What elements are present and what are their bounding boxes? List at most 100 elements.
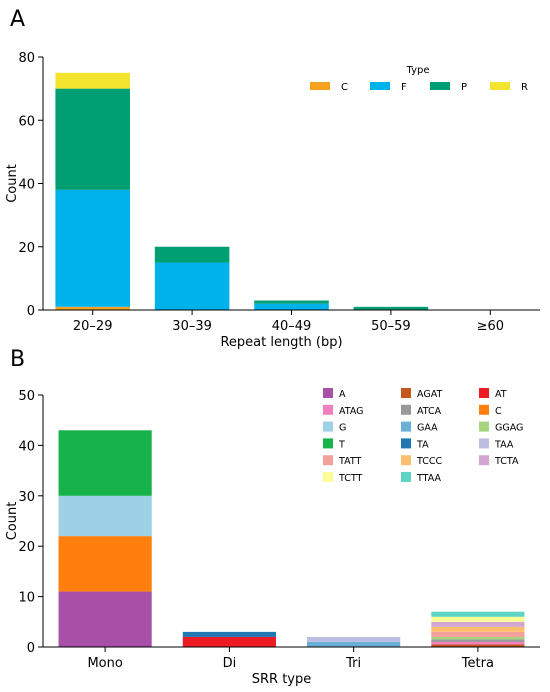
y-axis-title: Count (5, 502, 20, 541)
legend-swatch-AGAT (401, 388, 411, 398)
x-tick-label: Tri (345, 656, 361, 671)
panel-label: B (10, 347, 25, 372)
legend-label-C: C (341, 82, 348, 93)
legend-swatch-C (479, 404, 489, 415)
legend-label-ATCA: ATCA (417, 406, 442, 417)
legend-swatch-TA (401, 438, 411, 449)
x-axis-title: SRR type (252, 672, 312, 687)
legend-swatch-TCCC (401, 455, 411, 466)
x-axis-title: Repeat length (bp) (220, 335, 342, 350)
bar-Tetra-AGAT (431, 644, 525, 647)
bar-Di-AT (182, 636, 276, 647)
x-tick-label: Tetra (461, 656, 494, 671)
legend-swatch-AT (479, 388, 489, 398)
bar-40–49-P (254, 300, 329, 304)
legend-label-G: G (339, 423, 346, 434)
legend-label-AT: AT (495, 389, 507, 400)
legend-swatch-TAA (479, 438, 489, 449)
y-tick-label: 80 (18, 51, 35, 66)
bar-40–49-F (254, 303, 329, 310)
y-tick-label: 0 (27, 304, 35, 319)
y-tick-label: 20 (18, 540, 35, 555)
legend-swatch-F (370, 82, 390, 90)
legend-label-C: C (495, 406, 502, 417)
legend-swatch-TTAA (401, 472, 411, 482)
legend-label-TA: TA (416, 439, 429, 450)
legend-label-ATAG: ATAG (339, 406, 364, 417)
chart-panel-B: B 0 10 20 30 40 50 Mono Di Tri Tetra SRR type Count A… (5, 347, 540, 687)
y-tick-label: 0 (27, 641, 35, 656)
x-tick-label: Di (223, 656, 237, 671)
legend-swatch-GAA (401, 421, 411, 432)
legend-swatch-P (430, 82, 450, 90)
legend-label-AGAT: AGAT (417, 389, 442, 400)
y-tick-label: 10 (18, 591, 35, 606)
x-tick-label: 40–49 (272, 319, 312, 334)
bar-20–29-R (55, 72, 130, 89)
legend-swatch-TCTT (323, 472, 333, 482)
y-tick-label: 50 (18, 389, 35, 404)
legend-label-R: R (521, 82, 528, 93)
legend-label-TTAA: TTAA (416, 473, 441, 484)
legend-label-A: A (339, 389, 346, 400)
legend-label-TATT: TATT (338, 456, 361, 467)
bar-20–29-C (55, 306, 130, 310)
bar-50–59-P (353, 306, 429, 310)
bar-Tetra-ATCA (431, 639, 525, 642)
y-tick-label: 20 (18, 241, 35, 256)
bar-Tri-TAA (307, 636, 401, 642)
legend-label-TCTT: TCTT (338, 473, 363, 484)
x-tick-label: ≥60 (477, 319, 504, 334)
legend-label-F: F (401, 82, 407, 93)
y-tick-label: 60 (18, 114, 35, 129)
bar-Tetra-TCTA (431, 621, 525, 627)
bar-Tetra-TCCC (431, 626, 525, 632)
legend-swatch-T (323, 438, 333, 449)
x-tick-label: 50–59 (371, 319, 411, 334)
legend-title: Type (406, 65, 430, 76)
bar-Tetra-TATT (431, 631, 525, 637)
legend-label-TAA: TAA (494, 439, 514, 450)
y-tick-label: 40 (18, 178, 35, 193)
bar-Tetra-ATAG (431, 641, 525, 645)
legend-label-GGAG: GGAG (495, 423, 523, 434)
bar-Tetra-TTAA (431, 611, 525, 617)
legend-swatch-A (323, 388, 333, 398)
legend-swatch-R (490, 82, 510, 90)
legend-swatch-C (310, 82, 330, 90)
bar-Tetra-GGAG (431, 636, 525, 640)
bar-Mono-C (58, 536, 152, 592)
legend-swatch-TCTA (479, 455, 489, 466)
legend-label-T: T (338, 439, 345, 450)
y-tick-label: 30 (18, 490, 35, 505)
legend-swatch-G (323, 421, 333, 432)
bar-Mono-A (58, 591, 152, 647)
bar-20–29-F (55, 189, 130, 307)
x-tick-label: Mono (87, 656, 122, 671)
bar-Mono-T (58, 430, 152, 496)
bar-Tri-GAA (307, 641, 401, 647)
y-axis-title: Count (5, 164, 20, 203)
legend-label-P: P (461, 82, 467, 93)
chart-panel-A: A 0 20 40 60 80 20–29 30–39 40–49 50–59 ≥60 Repeat … (5, 7, 540, 350)
legend-swatch-TATT (323, 455, 333, 466)
legend-swatch-ATAG (323, 404, 333, 415)
legend: Type C F P R (310, 65, 528, 93)
bar-Tetra-TCTT (431, 616, 525, 622)
bar-Di-TA (182, 631, 276, 637)
y-tick-label: 40 (18, 439, 35, 454)
legend-swatch-GGAG (479, 421, 489, 432)
bar-30–39-F (154, 262, 230, 310)
x-tick-label: 20–29 (73, 319, 113, 334)
legend-swatch-ATCA (401, 404, 411, 415)
panel-label: A (10, 7, 25, 32)
legend-label-GAA: GAA (417, 423, 438, 434)
legend: A AGAT AT ATAG ATCA C G GAA GGAG T TA TAA TATT TCCC TC… (323, 388, 523, 484)
legend-label-TCCC: TCCC (416, 456, 443, 467)
bar-30–39-P (154, 246, 230, 263)
legend-label-TCTA: TCTA (494, 456, 519, 467)
bar-Mono-G (58, 495, 152, 537)
bar-20–29-P (55, 88, 130, 190)
x-tick-label: 30–39 (172, 319, 212, 334)
